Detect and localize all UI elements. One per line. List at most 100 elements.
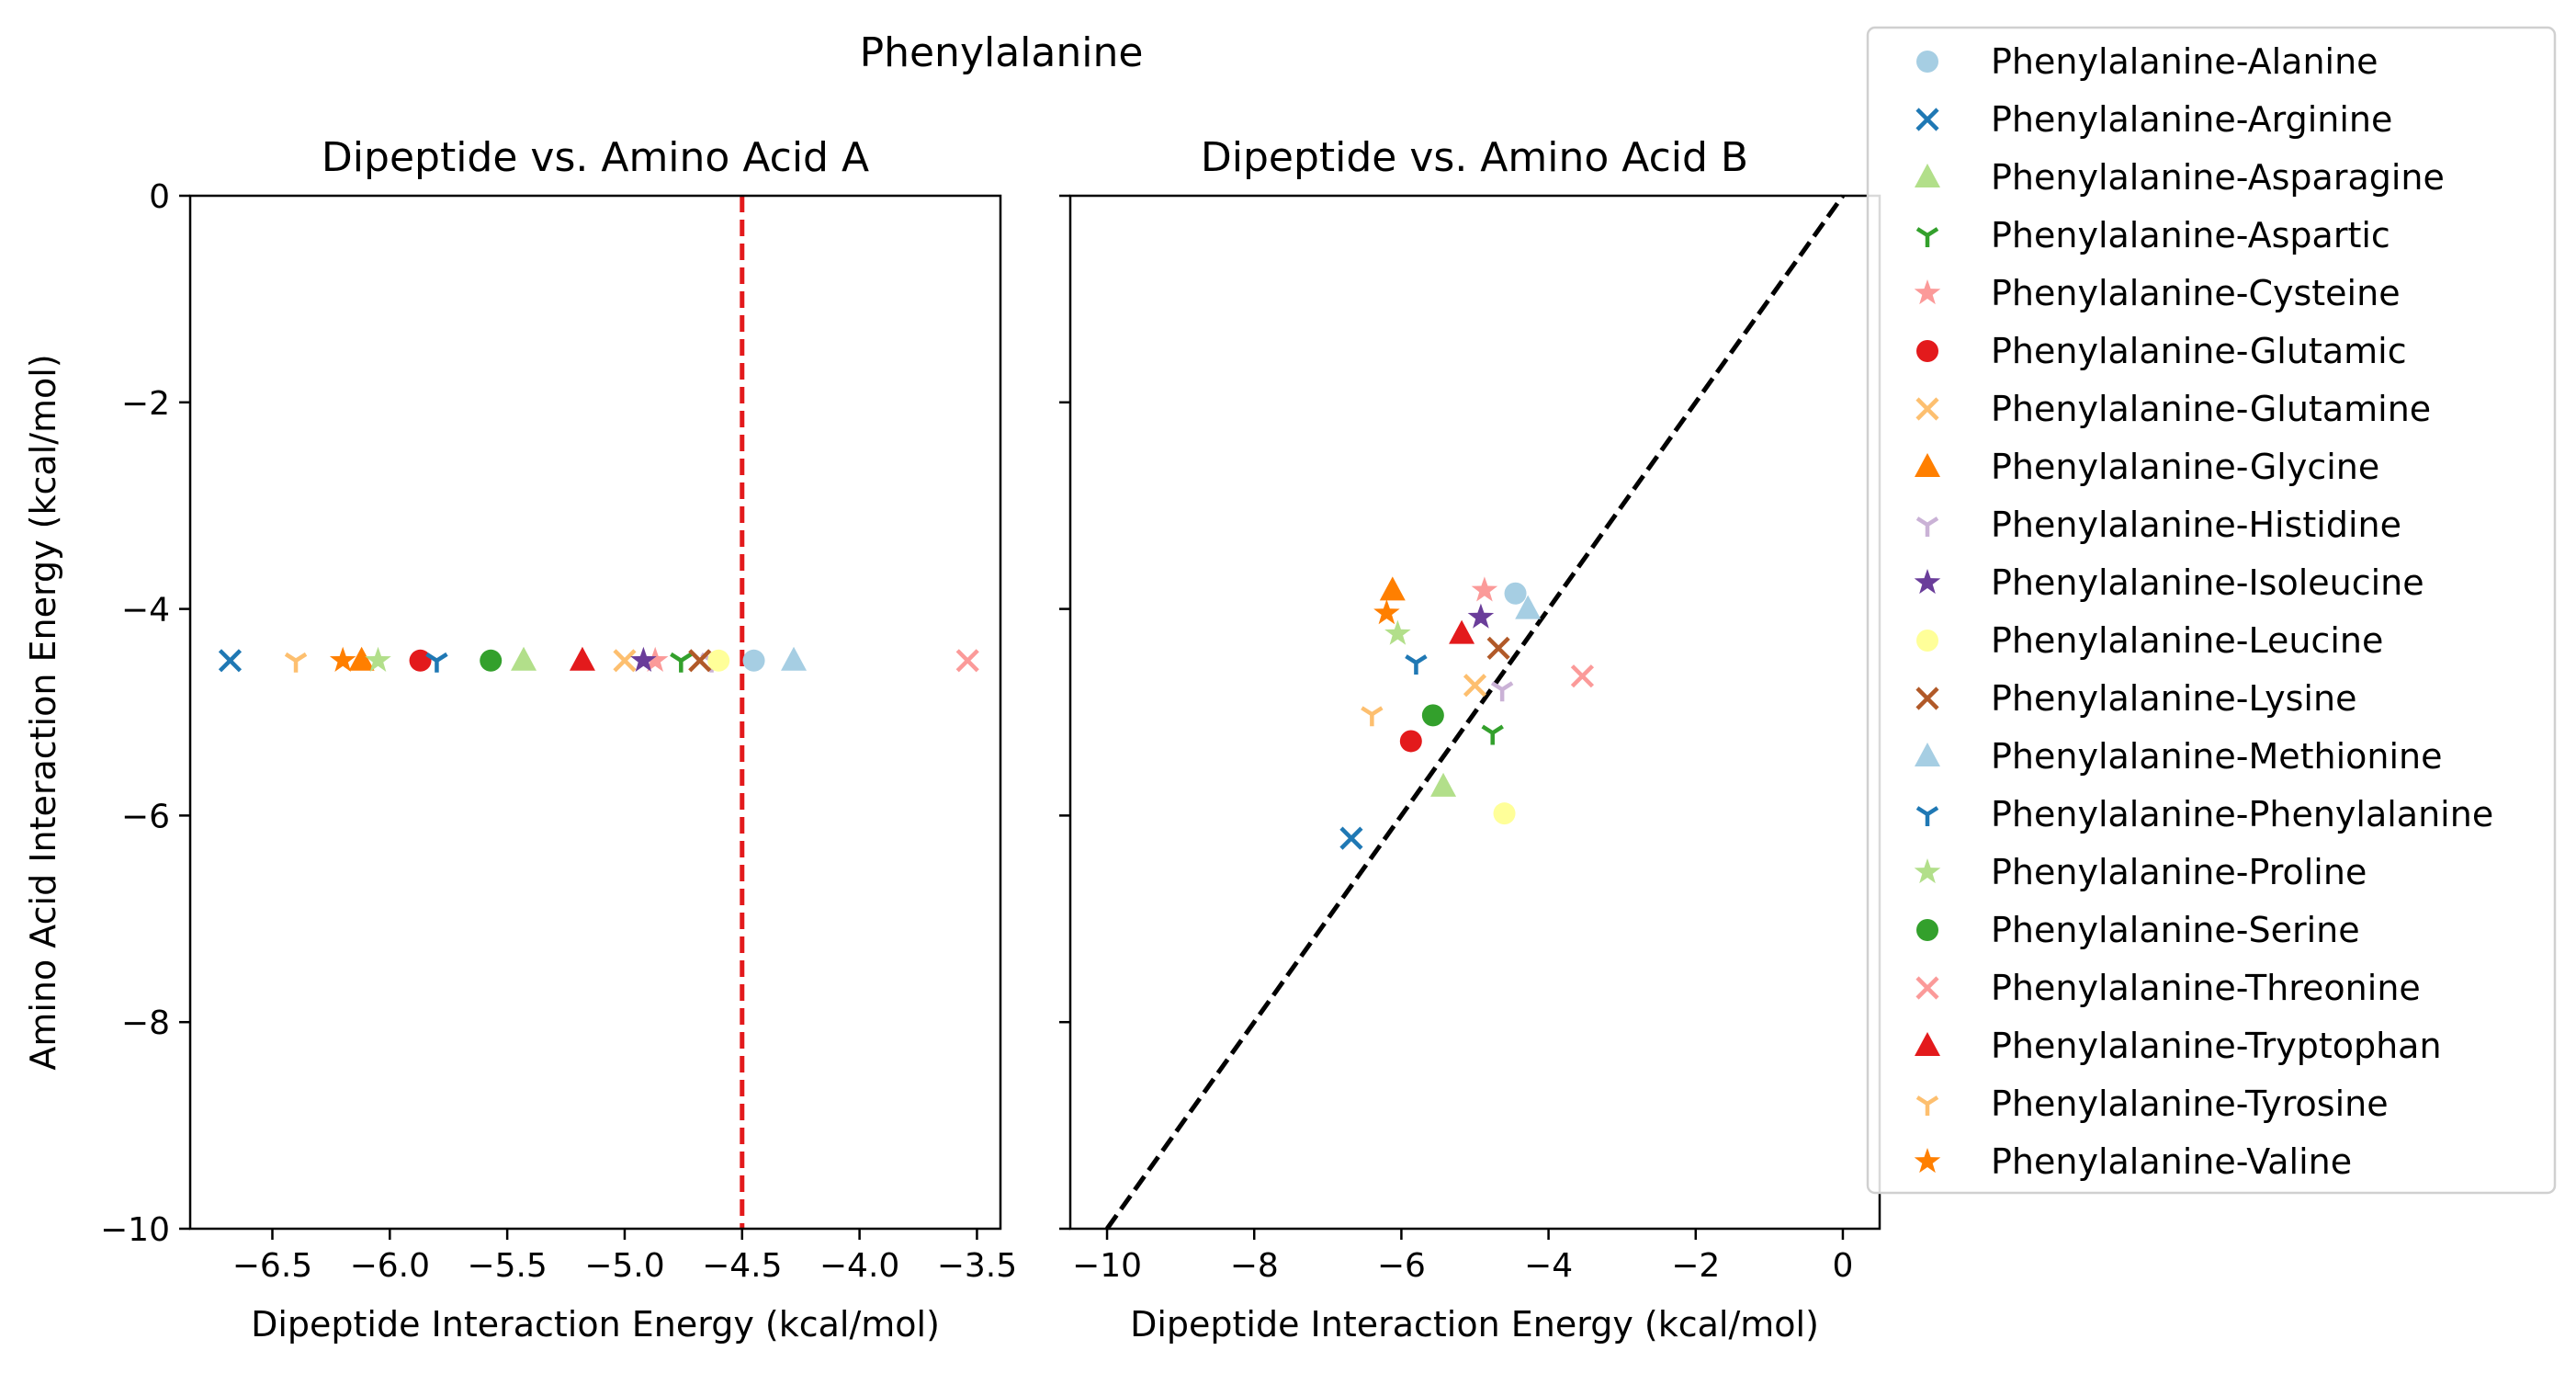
legend-label: Phenylalanine-Cysteine [1991, 273, 2401, 313]
legend-label: Phenylalanine-Glutamic [1991, 331, 2407, 371]
panel-b-point [1504, 582, 1527, 605]
panel-a-point [480, 649, 503, 672]
legend-label: Phenylalanine-Tryptophan [1991, 1026, 2442, 1066]
legend-marker [1915, 397, 1939, 421]
legend-label: Phenylalanine-Alanine [1991, 41, 2378, 82]
panel-b-point [1430, 772, 1457, 797]
legend-label: Phenylalanine-Tyrosine [1991, 1084, 2389, 1124]
panel-b-point [1471, 576, 1498, 602]
legend-label: Phenylalanine-Glycine [1991, 447, 2379, 487]
panel-b-point [1361, 706, 1384, 727]
panel-a: Dipeptide vs. Amino Acid A −6.5 −6.0 −5.5−… [23, 134, 1017, 1345]
legend-marker [1915, 164, 1940, 187]
panel-b-x-tick-label: −6 [1377, 1247, 1426, 1285]
legend-frame [1866, 26, 2557, 1195]
panel-b: Dipeptide vs. Amino Acid B −10 −8 −6 −4 −2 0 … [1059, 134, 1881, 1345]
panel-b-reference-line [1105, 194, 1845, 1231]
legend-label: Phenylalanine-Serine [1991, 910, 2360, 950]
legend-marker [1916, 340, 1938, 362]
legend: Phenylalanine-Alanine Phenylalanine-Argin… [1866, 26, 2557, 1195]
legend-label: Phenylalanine-Proline [1991, 852, 2367, 892]
panel-a-x-tick-label: −3.5 [937, 1247, 1017, 1285]
panel-a-point [329, 646, 356, 672]
panel-b-point [1486, 636, 1510, 660]
legend-label: Phenylalanine-Phenylalanine [1991, 794, 2493, 834]
panel-b-point [1493, 802, 1516, 825]
legend-marker [1915, 1095, 1939, 1116]
legend-marker [1915, 743, 1940, 766]
legend-label: Phenylalanine-Histidine [1991, 505, 2401, 545]
panel-b-point [1467, 603, 1495, 629]
panel-a-point [569, 646, 595, 671]
legend-marker [1916, 919, 1938, 941]
panel-a-x-tick-label: −5.5 [467, 1247, 547, 1285]
panel-b-x-tick-label: −2 [1671, 1247, 1720, 1285]
panel-a-y-label: Amino Acid Interaction Energy (kcal/mol) [23, 354, 63, 1070]
legend-marker [1915, 516, 1939, 537]
panel-a-x-tick-label: −6.5 [232, 1247, 312, 1285]
legend-marker [1915, 976, 1939, 1000]
panel-b-title: Dipeptide vs. Amino Acid B [1201, 134, 1748, 181]
panel-b-x-tick-label: −8 [1230, 1247, 1279, 1285]
panel-a-point [409, 649, 432, 672]
panel-b-point [1379, 576, 1406, 601]
panel-a-point [613, 649, 637, 673]
panel-a-point [425, 652, 448, 673]
panel-b-point [1570, 664, 1595, 688]
panel-b-x-tick-label: 0 [1833, 1247, 1854, 1285]
panel-a-axes-frame [188, 194, 1002, 1231]
panel-a-point [511, 646, 537, 671]
panel-a-point [348, 646, 375, 671]
panel-a-x-label: Dipeptide Interaction Energy (kcal/mol) [251, 1304, 940, 1345]
legend-label: Phenylalanine-Threonine [1991, 968, 2421, 1008]
legend-marker [1915, 108, 1939, 131]
panel-b-point [1339, 826, 1363, 850]
legend-label: Phenylalanine-Methionine [1991, 736, 2443, 777]
panel-a-x-tick-label: −4.5 [702, 1247, 782, 1285]
panel-b-point [1384, 619, 1411, 645]
panel-b-point [1490, 681, 1514, 702]
legend-label: Phenylalanine-Arginine [1991, 99, 2392, 140]
panel-a-x-tick-label: −4.0 [819, 1247, 899, 1285]
panel-b-point [1481, 724, 1504, 745]
legend-marker [1916, 630, 1938, 652]
panel-a-y-tick-label: −4 [121, 592, 170, 630]
panel-a-title: Dipeptide vs. Amino Acid A [322, 134, 869, 181]
panel-a-point [218, 649, 243, 673]
panel-a-point [707, 649, 730, 672]
legend-label: Phenylalanine-Aspartic [1991, 215, 2390, 255]
panel-b-point [1405, 654, 1428, 675]
legend-label: Phenylalanine-Glutamine [1991, 389, 2431, 429]
panel-a-point [641, 646, 669, 672]
panel-b-x-tick-label: −10 [1072, 1247, 1142, 1285]
legend-marker [1915, 1032, 1940, 1056]
legend-marker [1915, 227, 1939, 247]
panel-a-y-tick-label: −8 [121, 1004, 170, 1042]
panel-a-x-tick-label: −5.0 [584, 1247, 664, 1285]
panel-a-y-tick-label: −6 [121, 798, 170, 835]
panel-b-x-tick-label: −4 [1524, 1247, 1573, 1285]
legend-marker [1915, 453, 1940, 477]
panel-a-y-tick-label: −10 [100, 1211, 170, 1249]
panel-b-point [1373, 599, 1400, 625]
panel-a-point [742, 649, 765, 672]
panel-b-x-label: Dipeptide Interaction Energy (kcal/mol) [1130, 1304, 1819, 1345]
panel-b-point [1449, 619, 1475, 644]
panel-b-point [1463, 674, 1487, 698]
figure-title: Phenylalanine [860, 29, 1144, 76]
legend-label: Phenylalanine-Asparagine [1991, 157, 2445, 198]
panel-b-point [1515, 595, 1542, 619]
panel-a-point [284, 652, 308, 673]
legend-marker [1915, 686, 1939, 710]
legend-marker [1916, 51, 1938, 73]
panel-b-point [1399, 730, 1422, 753]
legend-marker [1914, 569, 1941, 595]
panel-a-point [630, 646, 657, 672]
legend-marker [1914, 1148, 1941, 1174]
panel-a-point [781, 646, 808, 671]
legend-marker [1915, 806, 1939, 826]
legend-label: Phenylalanine-Lysine [1991, 678, 2356, 719]
panel-a-y-tick-label: −2 [121, 385, 170, 423]
panel-a-x-tick-label: −6.0 [350, 1247, 430, 1285]
